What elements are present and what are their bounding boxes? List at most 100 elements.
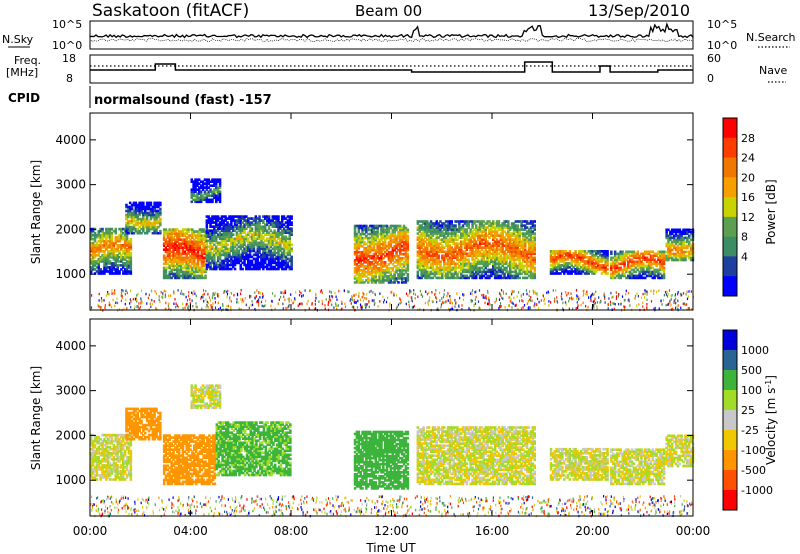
echo-cell xyxy=(669,236,672,240)
echo-cell xyxy=(216,255,220,259)
echo-cell xyxy=(476,258,480,262)
echo-cell xyxy=(136,219,139,223)
echo-cell xyxy=(228,229,231,232)
echo-cell xyxy=(363,271,366,274)
echo-cell xyxy=(138,213,141,217)
echo-cell xyxy=(527,242,531,245)
echo-cell xyxy=(576,254,579,257)
echo-cell xyxy=(467,238,470,241)
echo-cell xyxy=(627,266,630,270)
echo-cell xyxy=(397,269,400,272)
echo-cell xyxy=(374,230,377,234)
echo-cell xyxy=(499,262,502,266)
echo-cell xyxy=(123,227,127,231)
echo-cell xyxy=(492,242,495,245)
echo-cell xyxy=(213,217,216,220)
echo-cell xyxy=(288,245,291,249)
echo-cell xyxy=(357,275,361,278)
echo-cell xyxy=(397,275,400,278)
echo-cell xyxy=(551,260,555,263)
echo-cell xyxy=(604,266,607,269)
echo-cell xyxy=(198,228,202,231)
echo-cell xyxy=(168,272,171,276)
echo-cell xyxy=(393,248,396,252)
echo-cell xyxy=(505,234,508,237)
echo-cell xyxy=(185,244,188,247)
echo-cell xyxy=(138,209,141,213)
echo-cell xyxy=(281,241,284,245)
echo-cell xyxy=(108,233,112,237)
echo-cell xyxy=(264,243,267,247)
echo-cell xyxy=(125,262,129,265)
echo-cell xyxy=(286,223,290,226)
echo-cell xyxy=(189,234,192,237)
echo-cell xyxy=(281,221,284,224)
echo-cell xyxy=(493,250,497,254)
echo-cell xyxy=(220,235,224,239)
echo-cell xyxy=(218,243,222,247)
echo-cell xyxy=(634,270,638,274)
echo-cell xyxy=(559,256,562,259)
echo-cell xyxy=(95,270,99,273)
echo-cell xyxy=(522,232,525,235)
echo-cell xyxy=(465,232,469,235)
echo-cell xyxy=(628,260,632,264)
echo-cell xyxy=(531,246,535,249)
echo-cell xyxy=(524,238,527,241)
echo-cell xyxy=(486,270,489,274)
echo-cell xyxy=(391,259,394,262)
echo-cell xyxy=(273,253,276,257)
echo-cell xyxy=(482,268,486,272)
echo-cell xyxy=(277,247,280,251)
echo-cell xyxy=(147,205,151,209)
echo-cell xyxy=(170,240,173,243)
echo-cell xyxy=(260,257,263,261)
echo-cell xyxy=(189,276,192,280)
echo-cell xyxy=(600,266,604,269)
echo-cell xyxy=(454,250,457,254)
echo-cell xyxy=(399,236,402,240)
echo-cell xyxy=(232,251,235,255)
echo-cell xyxy=(509,274,512,278)
echo-cell xyxy=(264,229,267,232)
echo-cell xyxy=(194,246,198,249)
echo-cell xyxy=(282,241,286,245)
echo-cell xyxy=(209,249,212,253)
echo-cell xyxy=(118,252,121,255)
echo-cell xyxy=(216,223,220,226)
echo-cell xyxy=(353,259,357,262)
echo-cell xyxy=(591,250,594,253)
echo-cell xyxy=(95,262,99,265)
echo-cell xyxy=(512,274,516,278)
echo-cell xyxy=(164,274,168,278)
echo-cell xyxy=(389,250,393,254)
echo-cell xyxy=(509,260,512,264)
echo-cell xyxy=(230,249,233,253)
echo-cell xyxy=(632,254,636,258)
echo-cell xyxy=(201,194,205,198)
echo-cell xyxy=(480,226,484,229)
echo-cell xyxy=(248,259,252,263)
echo-cell xyxy=(134,211,138,215)
echo-cell xyxy=(200,268,204,272)
echo-cell xyxy=(153,227,156,231)
echo-cell xyxy=(288,243,291,247)
echo-cell xyxy=(404,240,408,244)
echo-cell xyxy=(290,257,293,261)
echo-cell xyxy=(179,242,183,245)
echo-cell xyxy=(391,248,394,252)
echo-cell xyxy=(144,205,147,209)
echo-cell xyxy=(367,277,370,280)
echo-cell xyxy=(602,256,605,259)
echo-cell xyxy=(367,226,370,230)
echo-cell xyxy=(400,279,404,282)
echo-cell xyxy=(125,272,129,275)
echo-cell xyxy=(91,237,95,241)
echo-cell xyxy=(286,243,290,247)
echo-cell xyxy=(393,256,396,260)
echo-cell xyxy=(475,254,478,258)
echo-cell xyxy=(353,252,357,256)
echo-cell xyxy=(563,256,566,259)
echo-cell xyxy=(495,254,499,258)
echo-cell xyxy=(256,251,259,255)
